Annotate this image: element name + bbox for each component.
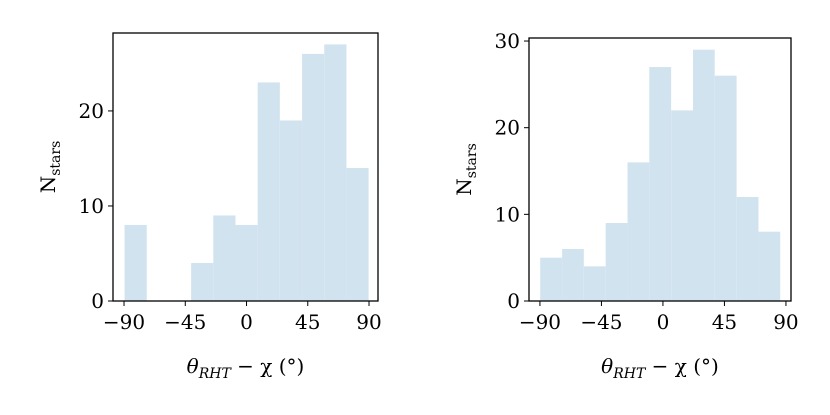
y-tick-label: 0 — [91, 289, 104, 313]
x-axis-label: θRHT − χ (°) — [187, 354, 305, 382]
x-tick-label: 0 — [657, 310, 670, 334]
x-tick-label: −90 — [519, 310, 561, 334]
y-tick-label: 10 — [495, 202, 520, 226]
y-axis-label: Nstars — [36, 141, 64, 194]
bar — [736, 197, 759, 301]
y-tick-label: 20 — [79, 99, 104, 123]
x-label-main: θ — [601, 354, 613, 378]
bar — [627, 162, 650, 301]
x-tick-label: −45 — [580, 310, 622, 334]
x-tick-label: −90 — [103, 310, 145, 334]
bar — [257, 82, 280, 301]
y-tick-label: 10 — [79, 194, 104, 218]
y-label-sub: stars — [464, 143, 480, 178]
bar — [671, 110, 694, 301]
x-label-rest: − χ (°) — [231, 354, 305, 378]
bar — [540, 257, 563, 301]
x-tick-label: 45 — [295, 310, 320, 334]
bar — [302, 53, 325, 301]
bar — [213, 215, 236, 301]
y-label-main: N — [36, 176, 60, 194]
bar — [562, 249, 584, 301]
y-label-sub: stars — [48, 141, 64, 176]
chart: −90 −45 0 45 90 0 10 20 θRHT − χ (°) Nstars — [36, 32, 382, 382]
chart: −90 −45 0 45 90 0 10 20 30 θRHT − χ (°) Nstars — [452, 29, 799, 382]
bar — [583, 266, 606, 301]
x-label-sub: RHT — [612, 366, 647, 382]
y-axis-label: Nstars — [452, 143, 480, 196]
bar — [324, 44, 347, 301]
x-tick-label: −45 — [164, 310, 206, 334]
x-tick-label: 90 — [773, 310, 798, 334]
x-label-main: θ — [187, 354, 199, 378]
bar — [693, 49, 715, 301]
x-label-rest: − χ (°) — [645, 354, 719, 378]
x-label-sub: RHT — [198, 366, 233, 382]
y-tick-label: 30 — [495, 29, 520, 53]
bar — [346, 167, 369, 301]
bar — [605, 223, 628, 301]
bar — [124, 224, 147, 301]
x-tick-label: 45 — [712, 310, 737, 334]
y-label-main: N — [452, 178, 476, 196]
y-tick-label: 0 — [507, 289, 520, 313]
bar — [191, 262, 214, 301]
x-tick-label: 90 — [356, 310, 381, 334]
bar — [758, 231, 781, 301]
axes-frame — [112, 32, 379, 302]
y-tick-label: 20 — [495, 116, 520, 140]
x-axis-label: θRHT − χ (°) — [601, 354, 719, 382]
axes-frame — [528, 37, 792, 302]
bar — [235, 224, 258, 301]
bar — [714, 75, 737, 301]
bar — [649, 67, 672, 301]
x-tick-label: 0 — [240, 310, 253, 334]
bar — [279, 120, 303, 302]
